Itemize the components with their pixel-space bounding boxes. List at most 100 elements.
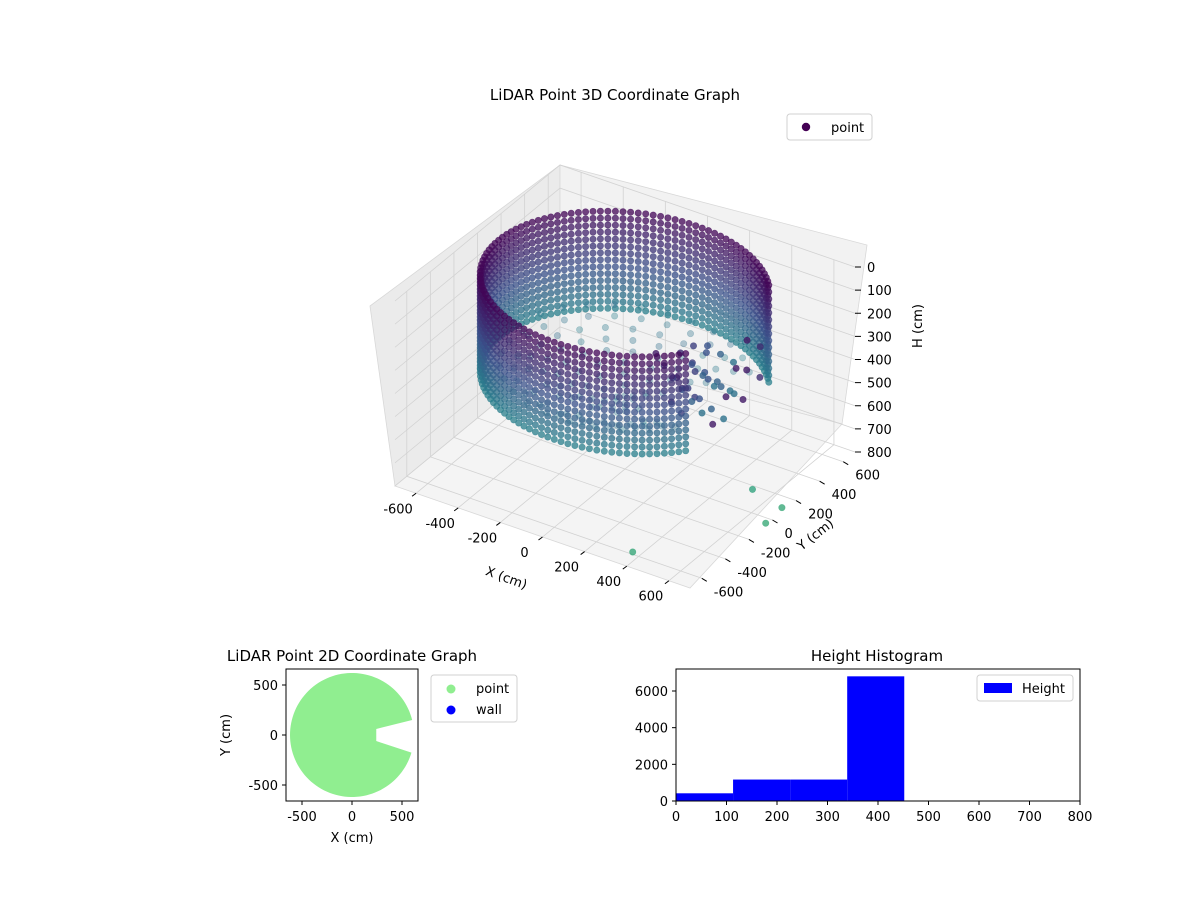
point-3d xyxy=(610,301,618,309)
point-3d xyxy=(657,275,665,283)
point-3d xyxy=(596,270,604,278)
point-3d xyxy=(574,216,582,224)
point-3d xyxy=(571,421,579,429)
point-3d xyxy=(646,367,654,375)
point-3d xyxy=(727,252,735,260)
point-3d xyxy=(692,291,700,299)
point-3d xyxy=(510,360,518,368)
point-3d xyxy=(578,402,586,410)
point-3d xyxy=(571,386,579,394)
point-3d xyxy=(589,256,597,264)
point-3d xyxy=(711,278,719,286)
point-3d xyxy=(557,403,565,411)
point-3d xyxy=(682,426,690,434)
point-3d xyxy=(619,284,627,292)
point-3d xyxy=(574,229,582,237)
point-3d xyxy=(634,271,642,279)
point-3d xyxy=(571,372,579,380)
point-3d xyxy=(582,250,590,258)
point-3d xyxy=(732,269,740,277)
point-3d xyxy=(722,256,730,264)
point-3d xyxy=(664,242,672,250)
point-3d xyxy=(631,436,639,444)
point-3d xyxy=(515,405,523,413)
point-3d xyxy=(531,345,539,353)
point-3d xyxy=(631,360,639,368)
point-3d xyxy=(685,289,693,297)
point-3d xyxy=(589,291,597,299)
point-3d xyxy=(593,446,601,454)
point-3d xyxy=(671,278,679,286)
point-3d xyxy=(692,284,700,292)
point-3d xyxy=(678,259,686,267)
point-3d xyxy=(520,325,528,333)
z-tick-label: 700 xyxy=(867,423,892,438)
point-3d xyxy=(608,379,616,387)
point-3d xyxy=(582,256,590,264)
point-3d xyxy=(531,372,539,380)
point-3d xyxy=(525,335,533,343)
point-3d xyxy=(646,387,654,395)
point-3d xyxy=(660,359,668,367)
point-3d xyxy=(604,263,612,271)
histogram-legend: Height xyxy=(976,674,1074,702)
point-3d xyxy=(531,365,539,373)
point-3d xyxy=(537,340,545,348)
point-3d xyxy=(531,393,539,401)
point-3d xyxy=(600,412,608,420)
point-3d xyxy=(664,304,672,312)
point-3d xyxy=(578,388,586,396)
point-3d xyxy=(544,419,552,427)
point-3d xyxy=(537,424,545,432)
point-3d xyxy=(623,449,631,457)
point-3d xyxy=(574,243,582,251)
hist-x-tick-label: 500 xyxy=(916,810,941,825)
point-3d xyxy=(540,263,548,271)
point-3d xyxy=(560,224,568,232)
y-tick-label: 400 xyxy=(832,488,857,503)
point-3d xyxy=(711,326,719,334)
point-3d xyxy=(608,400,616,408)
point-3d xyxy=(671,299,679,307)
point-3d xyxy=(531,338,539,346)
point-3d xyxy=(732,311,740,319)
point-3d xyxy=(505,413,513,421)
point-3d xyxy=(732,304,740,312)
point-3d xyxy=(564,363,572,371)
legend-frame xyxy=(786,113,873,141)
point-3d xyxy=(564,426,572,434)
point-3d xyxy=(537,361,545,369)
legend-label-wall-2d: wall xyxy=(476,703,502,718)
point-3d xyxy=(567,299,575,307)
point-3d xyxy=(623,359,631,367)
point-3d xyxy=(611,256,619,264)
point-3d xyxy=(571,379,579,387)
point-3d xyxy=(547,275,555,283)
point-3d xyxy=(608,427,616,435)
point-3d xyxy=(660,421,668,429)
point-3d xyxy=(505,329,513,337)
point-3d xyxy=(627,264,635,272)
point-3d xyxy=(623,373,631,381)
point-3d xyxy=(704,275,712,283)
point-3d xyxy=(567,251,575,259)
point-3d xyxy=(589,242,597,250)
point-3d xyxy=(600,357,608,365)
point-3d xyxy=(550,345,558,353)
point-3d xyxy=(657,247,665,255)
point-3d xyxy=(547,303,555,311)
point-3d xyxy=(711,319,719,327)
point-3d xyxy=(704,268,712,276)
point-3d xyxy=(589,228,597,236)
point-3d xyxy=(619,256,627,264)
point-3d xyxy=(515,343,523,351)
hist-y-tick-label: 0 xyxy=(660,795,668,810)
point-3d xyxy=(629,325,637,333)
point-3d xyxy=(668,428,676,436)
point-3d xyxy=(653,429,661,437)
point-3d xyxy=(559,304,567,312)
point-3d xyxy=(727,300,735,308)
point-3d xyxy=(557,354,565,362)
point-3d xyxy=(664,290,672,298)
point-3d xyxy=(615,386,623,394)
